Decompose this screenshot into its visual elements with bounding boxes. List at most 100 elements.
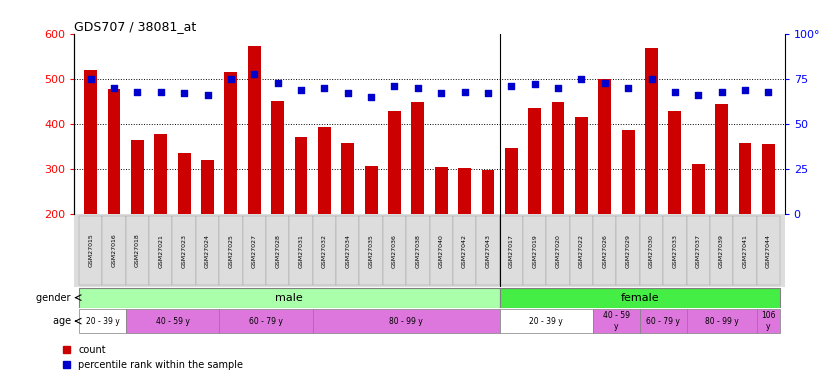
Bar [271,100,284,214]
FancyBboxPatch shape [150,216,173,285]
Text: GSM27037: GSM27037 [695,234,700,268]
FancyBboxPatch shape [570,216,593,285]
Point [691,92,705,98]
FancyBboxPatch shape [500,216,523,285]
FancyBboxPatch shape [313,309,500,333]
Text: GSM27018: GSM27018 [135,234,140,267]
Point [341,90,354,96]
Text: female: female [620,292,659,303]
Point [575,76,588,82]
Point [248,70,261,76]
FancyBboxPatch shape [266,216,289,285]
Text: GSM27028: GSM27028 [275,234,280,267]
Text: 60 - 79 y: 60 - 79 y [646,316,680,326]
Legend: count, percentile rank within the sample: count, percentile rank within the sample [63,345,243,370]
Text: GSM27042: GSM27042 [462,234,467,268]
Bar [715,104,728,214]
Text: GSM27036: GSM27036 [392,234,397,267]
FancyBboxPatch shape [546,216,570,285]
Text: GSM27019: GSM27019 [532,234,537,267]
Point [645,76,658,82]
FancyBboxPatch shape [593,216,616,285]
Text: GSM27022: GSM27022 [579,234,584,268]
Text: GSM27040: GSM27040 [439,234,444,267]
Bar [248,46,261,214]
Point [294,87,307,93]
Text: GSM27016: GSM27016 [112,234,116,267]
FancyBboxPatch shape [686,309,757,333]
Bar [341,142,354,214]
Point [598,80,611,86]
Point [318,85,331,91]
FancyBboxPatch shape [640,216,663,285]
Bar [668,111,681,214]
Bar [201,160,214,214]
FancyBboxPatch shape [430,216,453,285]
Bar [622,130,634,214]
Text: GSM27032: GSM27032 [322,234,327,268]
Text: 20 - 39 y: 20 - 39 y [86,316,119,326]
Text: GSM27033: GSM27033 [672,234,677,268]
FancyBboxPatch shape [102,216,126,285]
FancyBboxPatch shape [406,216,430,285]
Bar [225,72,237,214]
Text: GSM27041: GSM27041 [743,234,748,267]
Point [225,76,238,82]
Text: GSM27017: GSM27017 [509,234,514,267]
Point [154,88,168,94]
Point [762,88,775,94]
Point [621,85,634,91]
Text: GSM27023: GSM27023 [182,234,187,268]
Point [738,87,752,93]
Point [364,94,377,100]
Point [271,80,284,86]
Bar [482,170,495,214]
FancyBboxPatch shape [79,288,500,308]
FancyBboxPatch shape [126,216,150,285]
Bar [529,108,541,214]
Bar [738,143,752,214]
Text: 40 - 59 y: 40 - 59 y [155,316,189,326]
Point [84,76,97,82]
Bar [645,48,658,214]
FancyBboxPatch shape [686,216,710,285]
Text: GDS707 / 38081_at: GDS707 / 38081_at [74,20,197,33]
Text: 106
y: 106 y [761,311,776,331]
FancyBboxPatch shape [710,216,733,285]
Bar [131,140,144,214]
FancyBboxPatch shape [336,216,359,285]
FancyBboxPatch shape [477,216,500,285]
Bar [552,102,564,214]
FancyBboxPatch shape [757,309,780,333]
FancyBboxPatch shape [616,216,640,285]
Text: GSM27035: GSM27035 [368,234,373,267]
Bar [107,89,121,214]
Text: male: male [275,292,303,303]
FancyBboxPatch shape [219,216,243,285]
Bar [458,168,471,214]
Bar [505,148,518,214]
FancyBboxPatch shape [173,216,196,285]
Text: GSM27034: GSM27034 [345,234,350,268]
Text: GSM27026: GSM27026 [602,234,607,267]
FancyBboxPatch shape [500,309,593,333]
FancyBboxPatch shape [663,216,686,285]
FancyBboxPatch shape [126,309,219,333]
FancyBboxPatch shape [359,216,382,285]
Text: GSM27029: GSM27029 [625,234,630,268]
Bar [388,111,401,214]
Bar [762,144,775,214]
FancyBboxPatch shape [79,216,102,285]
Bar [434,168,448,214]
Point [482,90,495,96]
Text: GSM27020: GSM27020 [556,234,561,267]
Text: 80 - 99 y: 80 - 99 y [389,316,423,326]
FancyBboxPatch shape [79,309,126,333]
Bar [318,127,330,214]
Text: GSM27043: GSM27043 [486,234,491,268]
Point [505,83,518,89]
Bar [575,117,588,214]
Text: GSM27027: GSM27027 [252,234,257,268]
Text: 40 - 59
y: 40 - 59 y [603,311,630,331]
FancyBboxPatch shape [196,216,219,285]
